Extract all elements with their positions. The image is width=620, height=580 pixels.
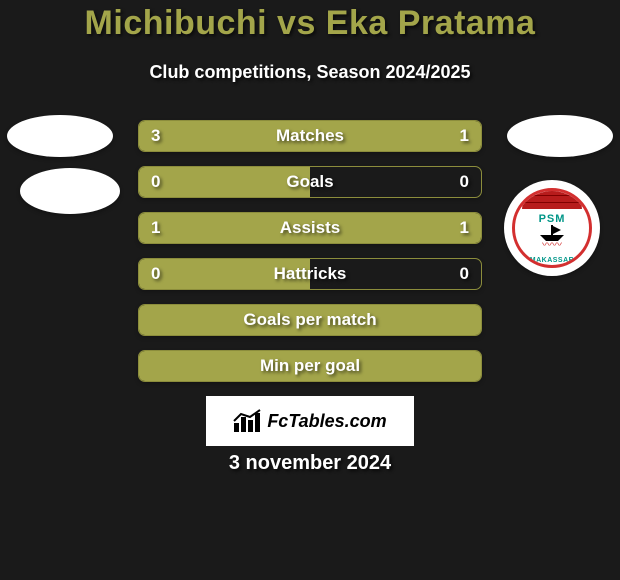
stat-label: Matches bbox=[139, 121, 481, 151]
snapshot-date: 3 november 2024 bbox=[0, 452, 620, 475]
watermark-box: FcTables.com bbox=[206, 396, 414, 446]
watermark-text: FcTables.com bbox=[267, 411, 386, 432]
badge-bricks-icon bbox=[522, 189, 582, 209]
stat-label: Hattricks bbox=[139, 259, 481, 289]
badge-bottom-text: MAKASSAR bbox=[530, 257, 574, 264]
right-club-badge: PSM 〰〰 MAKASSAR bbox=[504, 180, 600, 276]
stat-label: Goals bbox=[139, 167, 481, 197]
water-icon: 〰〰 bbox=[542, 236, 562, 251]
stat-label: Assists bbox=[139, 213, 481, 243]
stat-label: Goals per match bbox=[139, 305, 481, 335]
right-player-avatar bbox=[507, 115, 613, 157]
stat-row: 31Matches bbox=[138, 120, 482, 152]
stat-label: Min per goal bbox=[139, 351, 481, 381]
stat-row: 00Goals bbox=[138, 166, 482, 198]
watermark: FcTables.com bbox=[0, 396, 620, 446]
stat-row: 00Hattricks bbox=[138, 258, 482, 290]
comparison-card: Michibuchi vs Eka Pratama Club competiti… bbox=[0, 0, 620, 580]
stat-row: Goals per match bbox=[138, 304, 482, 336]
stat-rows: 31Matches 00Goals 11Assists 00Hattricks Goal… bbox=[138, 120, 482, 396]
stat-row: 11Assists bbox=[138, 212, 482, 244]
page-title: Michibuchi vs Eka Pratama bbox=[0, 4, 620, 43]
left-club-badge bbox=[20, 168, 120, 214]
badge-top-text: PSM bbox=[539, 213, 566, 225]
left-player-avatar bbox=[7, 115, 113, 157]
fctables-logo-icon bbox=[233, 409, 261, 433]
psm-makassar-badge: PSM 〰〰 MAKASSAR bbox=[512, 188, 592, 268]
stat-row: Min per goal bbox=[138, 350, 482, 382]
subtitle: Club competitions, Season 2024/2025 bbox=[0, 62, 620, 83]
